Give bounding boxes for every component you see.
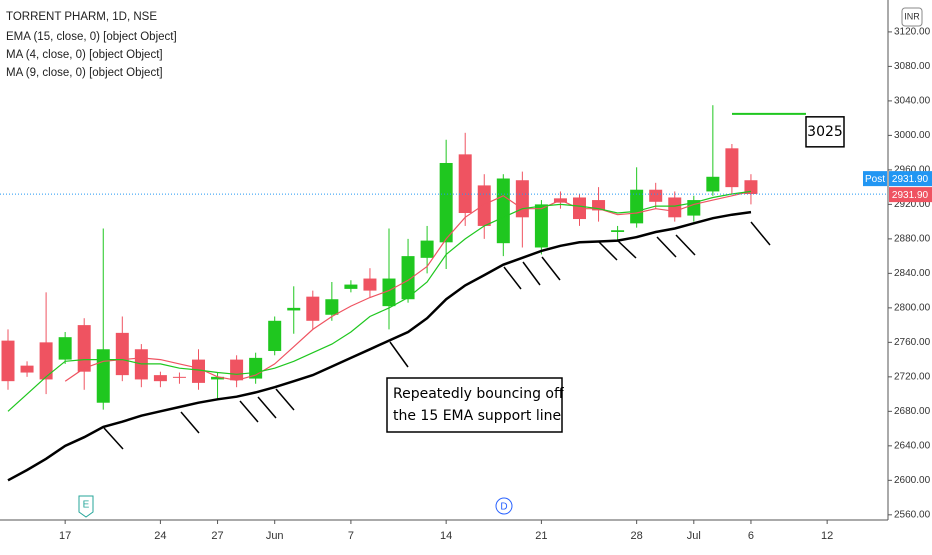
event-label[interactable]: D (500, 502, 507, 513)
candle-body (211, 376, 225, 380)
y-tick-label: 3080.00 (894, 61, 931, 72)
legend: TORRENT PHARM, 1D, NSE EMA (15, close, 0… (6, 11, 177, 79)
x-tick-label: 6 (748, 530, 754, 542)
y-tick-label: 2600.00 (894, 475, 931, 486)
candle-body (706, 176, 720, 192)
candle-body (630, 189, 644, 224)
y-tick-label: 2800.00 (894, 303, 931, 314)
candle-body (477, 185, 491, 226)
candle-body (496, 178, 510, 244)
plot-area (1, 105, 758, 482)
post-box (863, 171, 887, 187)
candle-body (515, 180, 529, 218)
x-tick-label: 17 (59, 530, 71, 542)
candle-body (611, 230, 625, 232)
candle-body (20, 365, 34, 373)
candle-body (58, 337, 72, 360)
y-tick-label: 3120.00 (894, 27, 931, 38)
indicator-line (64, 190, 752, 382)
event-e[interactable]: E (78, 495, 94, 518)
candle-body (344, 284, 358, 289)
event-label[interactable]: E (83, 500, 90, 511)
candle-body (77, 325, 91, 372)
y-tick-label: 3000.00 (894, 130, 931, 141)
y-tick-label: 2560.00 (894, 509, 931, 520)
x-tick-label: 27 (211, 530, 223, 542)
legend-entry: MA (4, close, 0) [object Object] (6, 49, 163, 61)
indicator-line (7, 190, 752, 412)
currency: INR (901, 7, 923, 27)
x-tick-label: 24 (154, 530, 166, 542)
price-label: 2931.90 (892, 190, 929, 201)
candle-body (96, 349, 110, 403)
candle-body (382, 278, 396, 307)
drawings (103, 221, 771, 450)
currency-label: INR (904, 11, 920, 21)
legend-entry: MA (9, close, 0) [object Object] (6, 67, 163, 79)
x-tick-label: Jun (266, 530, 284, 542)
y-tick-label: 2760.00 (894, 337, 931, 348)
x-tick-label: 14 (440, 530, 452, 542)
annotation-text: the 15 EMA support line (393, 408, 561, 424)
annotation-text: Repeatedly bouncing off (393, 386, 564, 402)
chart-title: TORRENT PHARM, 1D, NSE (6, 11, 157, 23)
candle-body (153, 375, 167, 382)
candle-body (592, 200, 606, 211)
candle-body (306, 296, 320, 321)
target-box (805, 116, 845, 148)
candle-body (668, 197, 682, 218)
y-tick-label: 2640.00 (894, 440, 931, 451)
candle-body (268, 320, 282, 351)
x-tick-label: Jul (687, 530, 701, 542)
candle-body (192, 359, 205, 383)
candle-body (744, 180, 758, 195)
candle-body (287, 307, 301, 311)
event-d[interactable]: D (495, 497, 513, 515)
candle-body (115, 332, 129, 376)
candle-body (1, 340, 15, 382)
legend-entry: EMA (15, close, 0) [object Object] (6, 31, 177, 43)
candle-body (458, 154, 472, 214)
x-tick-label: 12 (821, 530, 833, 542)
y-tick-label: 2840.00 (894, 268, 931, 279)
candle-body (420, 240, 434, 258)
candle-body (363, 278, 377, 291)
annotation-box: Repeatedly bouncing off the 15 EMA suppo… (386, 377, 564, 433)
candle-body (725, 148, 739, 188)
candle-body (39, 342, 53, 380)
y-tick-label: 2920.00 (894, 199, 931, 210)
candle-body (439, 162, 453, 243)
candle-body (649, 189, 663, 202)
x-tick-label: 7 (348, 530, 354, 542)
candle-body (325, 299, 339, 315)
price-box (889, 187, 932, 203)
x-tick-label: 28 (631, 530, 643, 542)
y-tick-label: 2680.00 (894, 406, 931, 417)
y-tick-label: 2720.00 (894, 371, 931, 382)
y-tick-label: 2960.00 (894, 165, 931, 176)
candle-body (534, 204, 548, 248)
target-label: 3025 (807, 124, 843, 140)
y-tick-label: 3040.00 (894, 96, 931, 107)
candle-body (172, 376, 186, 378)
indicator-line (7, 210, 752, 482)
post-label: Post (865, 174, 885, 185)
candle-body (401, 256, 415, 300)
y-tick-label: 2880.00 (894, 234, 931, 245)
candle-body (230, 359, 244, 381)
price-box-post (889, 171, 932, 187)
x-tick-label: 21 (535, 530, 547, 542)
price-label-post: 2931.90 (892, 174, 929, 185)
